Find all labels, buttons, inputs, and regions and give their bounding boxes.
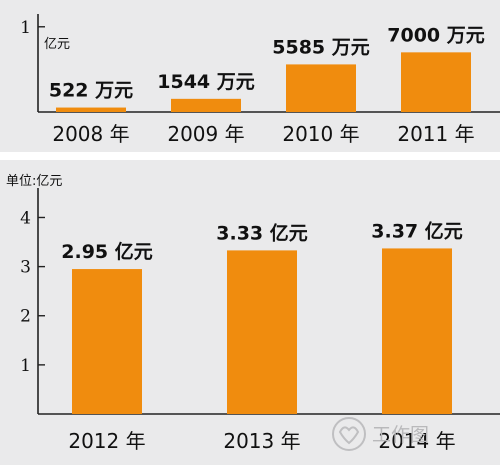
unit-label: 亿元 <box>44 37 70 52</box>
category-label: 2009 年 <box>167 122 244 146</box>
unit-label: 单位:亿元 <box>6 174 62 189</box>
category-label: 2013 年 <box>223 429 300 453</box>
bar <box>56 107 126 112</box>
chart-bottom-2012-2014: 单位:亿元 1 2 3 4 2.95 亿元 2012 年 3.33 亿元 2013 年 3.37 … <box>6 174 500 453</box>
data-label: 7000 万元 <box>387 24 485 46</box>
chart-top-2008-2011: 亿元 1 522 万元 2008 年 1544 万元 2009 年 5585 万元 2010 … <box>20 14 500 146</box>
y-tick-label: 2 <box>20 307 31 327</box>
category-label: 2008 年 <box>52 122 129 146</box>
data-label: 3.37 亿元 <box>371 219 463 242</box>
category-label: 2012 年 <box>68 429 145 453</box>
watermark: 工作图 <box>332 417 429 451</box>
watermark-text: 工作图 <box>372 424 429 446</box>
data-label: 522 万元 <box>49 80 133 102</box>
bar <box>171 98 241 112</box>
y-tick-label: 4 <box>20 208 31 228</box>
bar <box>227 250 297 414</box>
panel-divider <box>0 152 500 160</box>
category-label: 2011 年 <box>397 122 474 146</box>
data-label: 3.33 亿元 <box>216 221 308 244</box>
bar <box>401 52 471 112</box>
bar <box>382 248 452 414</box>
bar <box>286 64 356 112</box>
data-label: 1544 万元 <box>157 71 255 93</box>
y-tick-label: 1 <box>20 356 31 376</box>
data-label: 5585 万元 <box>272 36 370 58</box>
heart-hands-logo-icon <box>332 417 366 451</box>
bar <box>72 269 142 414</box>
data-label: 2.95 亿元 <box>61 240 153 263</box>
y-tick-label: 3 <box>20 258 31 278</box>
y-tick-label: 1 <box>20 18 31 38</box>
category-label: 2014 年 <box>378 429 455 453</box>
category-label: 2010 年 <box>282 122 359 146</box>
